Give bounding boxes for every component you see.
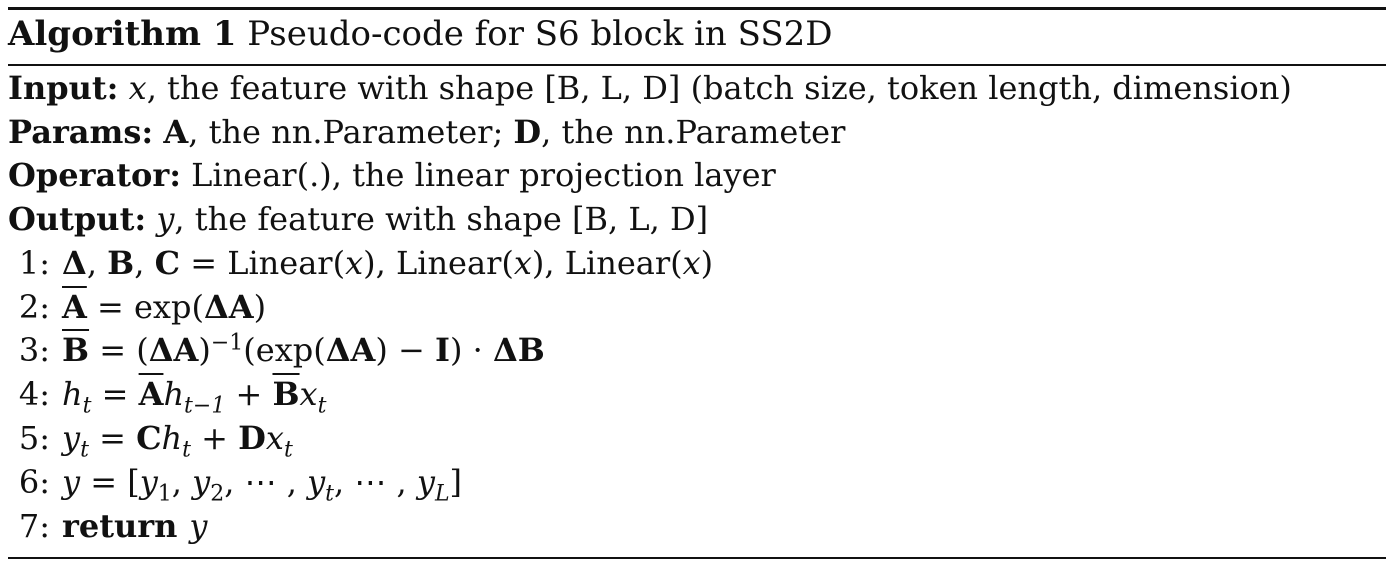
matrix-b: B	[517, 331, 545, 369]
matrix-b-bar: B	[272, 375, 300, 413]
var-h: h	[163, 375, 185, 413]
subscript-t: t	[80, 437, 89, 463]
matrix-b-bar: B	[62, 331, 90, 369]
algorithm-label: Algorithm 1	[8, 14, 237, 54]
param-a-desc: , the nn.Parameter;	[188, 113, 514, 151]
linear-fn: Linear	[227, 244, 333, 282]
matrix-c: C	[154, 244, 181, 282]
subscript-t: t	[325, 481, 334, 507]
cdots: ⋯	[244, 463, 277, 501]
subscript-t: t	[182, 437, 191, 463]
input-desc: , the feature with shape [B, L, D] (batc…	[146, 69, 1292, 107]
var-x: x	[682, 244, 701, 282]
return-keyword: return	[62, 507, 178, 545]
var-y: y	[307, 463, 326, 501]
exp-fn: exp	[255, 331, 314, 369]
step-1: 1: Δ, B, C = Linear(x), Linear(x), Linear…	[0, 243, 713, 283]
subscript-l: L	[434, 481, 450, 507]
step-5: 5: yt = Cht + Dxt	[0, 418, 293, 461]
var-x: x	[265, 419, 284, 457]
line-number: 1:	[18, 244, 50, 282]
delta-symbol: Δ	[203, 288, 229, 326]
param-d: D	[513, 113, 542, 151]
var-y: y	[416, 463, 435, 501]
param-d-desc: , the nn.Parameter	[541, 113, 846, 151]
input-line: Input: x, the feature with shape [B, L, …	[8, 68, 1292, 108]
line-number: 2:	[18, 288, 50, 326]
delta-symbol: Δ	[492, 331, 518, 369]
var-y: y	[62, 463, 81, 501]
subscript-t: t	[317, 393, 327, 419]
matrix-b: B	[107, 244, 135, 282]
var-h: h	[161, 419, 183, 457]
operator-line: Operator: Linear(.), the linear projecti…	[8, 155, 776, 195]
subscript-t: t	[283, 437, 293, 463]
param-a: A	[163, 113, 189, 151]
matrix-c: C	[136, 419, 162, 457]
line-number: 3:	[18, 331, 50, 369]
mid-rule	[8, 64, 1386, 66]
delta-symbol: Δ	[325, 331, 351, 369]
linear-fn: Linear	[395, 244, 502, 282]
algorithm-title: Algorithm 1 Pseudo-code for S6 block in …	[8, 14, 833, 54]
input-var: x	[128, 69, 147, 107]
inverse-exponent: −1	[210, 330, 244, 356]
matrix-a: A	[173, 331, 199, 369]
step-7: 7: return y	[0, 506, 208, 546]
step-3: 3: B = (ΔA)−1(exp(ΔA) − I) · ΔB	[0, 330, 545, 370]
step-4: 4: ht = Aht−1 + Bxt	[0, 374, 327, 417]
var-y: y	[139, 463, 158, 501]
line-number: 5:	[18, 419, 50, 457]
line-number: 6:	[18, 463, 50, 501]
subscript-t-minus-1: t−1	[184, 393, 226, 419]
output-desc: , the feature with shape [B, L, D]	[174, 200, 709, 238]
linear-fn: Linear	[564, 244, 671, 282]
var-x: x	[299, 375, 318, 413]
bottom-rule	[8, 557, 1386, 559]
return-var: y	[189, 507, 208, 545]
step-6: 6: y = [y1, y2, ⋯ , yt, ⋯ , yL]	[0, 462, 462, 505]
var-x: x	[345, 244, 364, 282]
matrix-a-bar: A	[62, 288, 87, 326]
var-x: x	[513, 244, 532, 282]
matrix-d: D	[238, 419, 266, 457]
exp-fn: exp	[133, 288, 192, 326]
params-line: Params: A, the nn.Parameter; D, the nn.P…	[8, 112, 845, 152]
operator-desc: Linear(.), the linear projection layer	[191, 156, 776, 194]
output-label: Output:	[8, 200, 147, 238]
output-var: y	[156, 200, 175, 238]
line-number: 7:	[18, 507, 50, 545]
var-h: h	[62, 375, 83, 413]
delta-symbol: Δ	[148, 331, 174, 369]
step-2: 2: A = exp(ΔA)	[0, 287, 266, 327]
params-label: Params:	[8, 113, 154, 151]
matrix-a: A	[350, 331, 376, 369]
input-label: Input:	[8, 69, 119, 107]
output-line: Output: y, the feature with shape [B, L,…	[8, 199, 708, 239]
algorithm-caption: Pseudo-code for S6 block in SS2D	[247, 14, 833, 54]
line-number: 4:	[18, 375, 50, 413]
operator-label: Operator:	[8, 156, 181, 194]
subscript-t: t	[82, 393, 92, 419]
matrix-a-bar: A	[138, 375, 164, 413]
var-y: y	[192, 463, 211, 501]
matrix-a: A	[228, 288, 254, 326]
var-y: y	[62, 419, 81, 457]
delta-symbol: Δ	[62, 244, 87, 282]
cdots: ⋯	[354, 463, 387, 501]
identity-matrix: I	[435, 331, 450, 369]
top-rule	[8, 7, 1386, 10]
